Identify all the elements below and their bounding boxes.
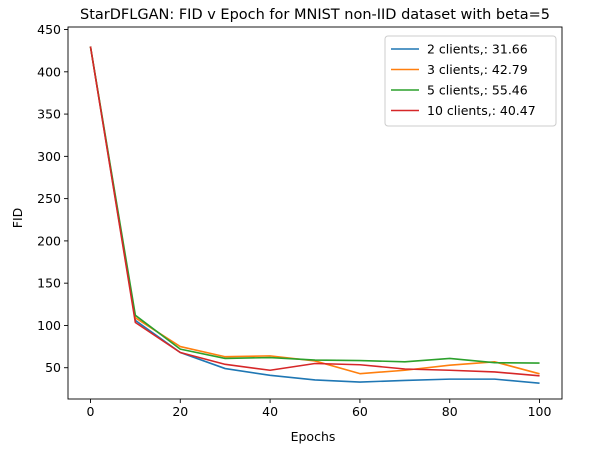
y-tick-label: 300 bbox=[37, 149, 61, 164]
x-tick-label: 0 bbox=[86, 404, 94, 419]
y-tick-label: 400 bbox=[37, 64, 61, 79]
plot-area: 0 20 40 60 80 100 50 100 150 200 250 300 350 400 450 bbox=[37, 22, 563, 419]
y-tick-label: 350 bbox=[37, 107, 61, 122]
y-tick-label: 250 bbox=[37, 191, 61, 206]
y-tick-label: 50 bbox=[45, 360, 61, 375]
y-tick-label: 200 bbox=[37, 233, 61, 248]
x-tick-label: 40 bbox=[262, 404, 278, 419]
legend: 2 clients,: 31.66 3 clients,: 42.79 5 clie… bbox=[384, 35, 557, 127]
axes-frame bbox=[67, 26, 563, 400]
legend-label-1: 2 clients,: 31.66 bbox=[427, 42, 528, 57]
x-tick-label: 20 bbox=[172, 404, 188, 419]
x-axis-label: Epochs bbox=[291, 429, 336, 444]
y-axis-label: FID bbox=[10, 208, 25, 229]
legend-label-2: 3 clients,: 42.79 bbox=[427, 62, 528, 77]
chart-title: StarDFLGAN: FID v Epoch for MNIST non-II… bbox=[80, 7, 550, 23]
x-tick-label: 100 bbox=[528, 404, 552, 419]
y-tick-label: 450 bbox=[37, 22, 61, 37]
legend-box bbox=[384, 35, 557, 127]
y-tick-label: 100 bbox=[37, 318, 61, 333]
series-line-4 bbox=[89, 46, 540, 377]
series-line-3 bbox=[89, 46, 540, 364]
legend-label-3: 5 clients,: 55.46 bbox=[427, 83, 528, 98]
x-tick-label: 80 bbox=[442, 404, 458, 419]
x-tick-label: 60 bbox=[352, 404, 368, 419]
y-tick-label: 150 bbox=[37, 276, 61, 291]
legend-label-4: 10 clients,: 40.47 bbox=[427, 103, 536, 118]
